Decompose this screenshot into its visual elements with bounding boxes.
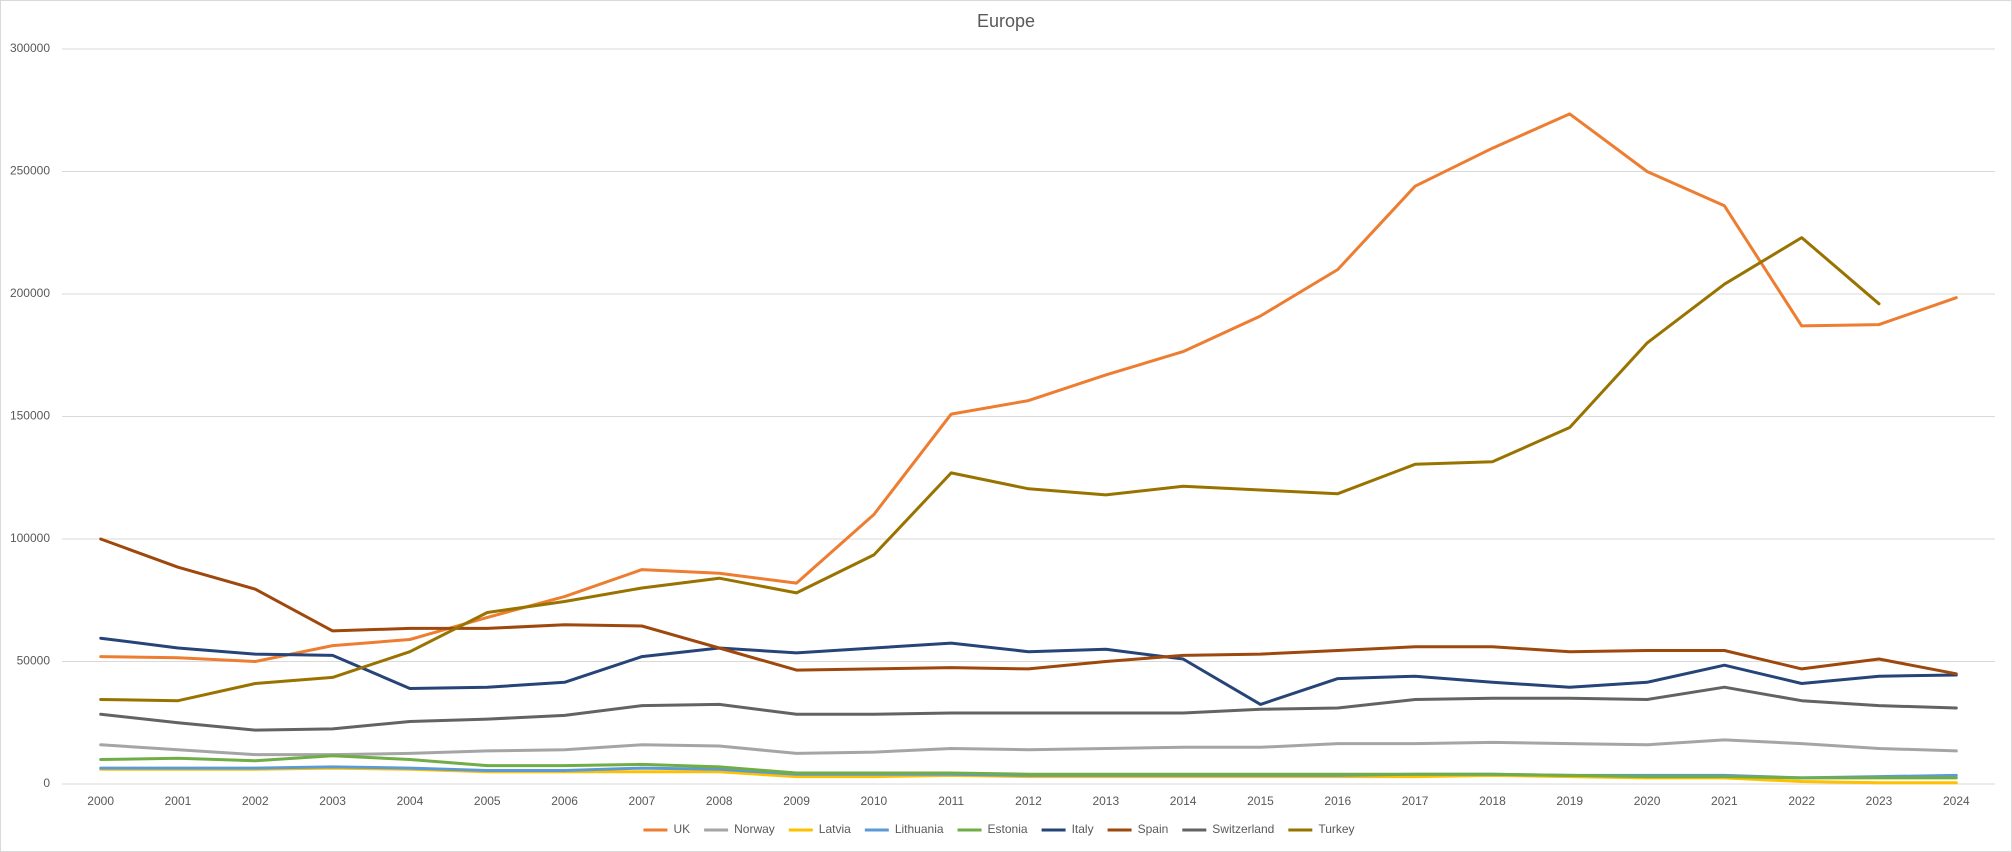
legend-label: Latvia	[819, 822, 851, 836]
legend-label: UK	[673, 822, 690, 836]
x-tick-label: 2010	[861, 794, 888, 808]
x-tick-label: 2011	[938, 794, 964, 808]
y-tick-label: 0	[43, 776, 50, 790]
y-tick-label: 50000	[17, 654, 51, 668]
x-tick-label: 2024	[1943, 794, 1970, 808]
series-line	[99, 685, 1958, 732]
x-tick-label: 2016	[1324, 794, 1351, 808]
series-line	[99, 236, 1881, 703]
legend-label: Turkey	[1318, 822, 1354, 836]
y-tick-label: 200000	[10, 286, 50, 300]
x-tick-label: 2007	[629, 794, 656, 808]
legend-label: Estonia	[988, 822, 1028, 836]
x-tick-label: 2008	[706, 794, 733, 808]
legend-label: Spain	[1138, 822, 1169, 836]
series-line	[99, 754, 1958, 780]
series-line	[99, 738, 1958, 757]
y-tick-label: 100000	[10, 531, 50, 545]
legend-label: Switzerland	[1212, 822, 1274, 836]
legend-label: Norway	[734, 822, 775, 836]
x-tick-label: 2012	[1015, 794, 1042, 808]
y-tick-label: 300000	[10, 41, 50, 55]
y-tick-label: 150000	[10, 409, 50, 423]
x-tick-label: 2005	[474, 794, 501, 808]
x-tick-label: 2020	[1634, 794, 1661, 808]
chart-title: Europe	[977, 11, 1035, 31]
x-tick-label: 2018	[1479, 794, 1506, 808]
x-tick-label: 2002	[242, 794, 269, 808]
x-tick-label: 2009	[783, 794, 810, 808]
series-line	[99, 636, 1958, 706]
x-tick-label: 2022	[1788, 794, 1815, 808]
legend-label: Italy	[1072, 822, 1094, 836]
x-tick-label: 2015	[1247, 794, 1274, 808]
series-line	[99, 112, 1958, 663]
x-tick-label: 2019	[1556, 794, 1583, 808]
x-tick-label: 2004	[397, 794, 424, 808]
series-line	[99, 537, 1958, 676]
x-tick-label: 2003	[319, 794, 346, 808]
x-tick-label: 2013	[1092, 794, 1119, 808]
y-tick-label: 250000	[10, 164, 50, 178]
x-tick-label: 2023	[1866, 794, 1893, 808]
x-tick-label: 2000	[87, 794, 114, 808]
legend-label: Lithuania	[895, 822, 944, 836]
x-tick-label: 2014	[1170, 794, 1197, 808]
x-tick-label: 2017	[1402, 794, 1429, 808]
x-tick-label: 2006	[551, 794, 578, 808]
x-tick-label: 2021	[1711, 794, 1738, 808]
x-tick-label: 2001	[165, 794, 192, 808]
